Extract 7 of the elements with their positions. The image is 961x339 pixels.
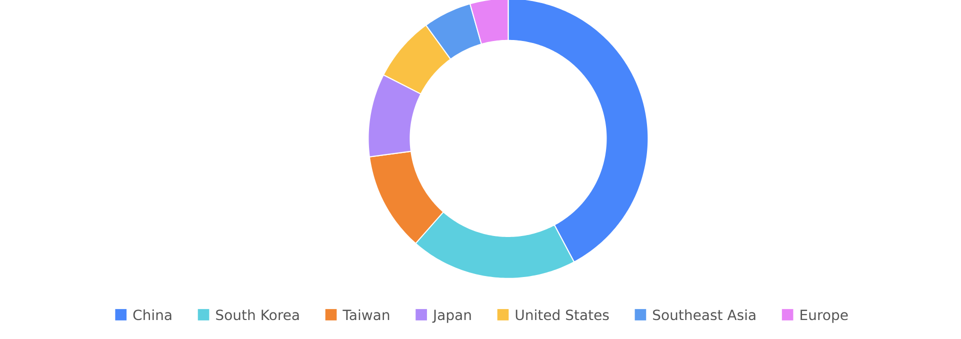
legend-label: Europe	[800, 310, 848, 323]
legend-label: China	[133, 309, 172, 320]
legend-label: United States	[516, 309, 609, 320]
legend-label: Taiwan	[342, 309, 390, 320]
legend-label: Japan	[432, 310, 471, 323]
legend-label: Southeast Asia	[653, 309, 756, 320]
legend-label: South Korea	[216, 309, 299, 320]
